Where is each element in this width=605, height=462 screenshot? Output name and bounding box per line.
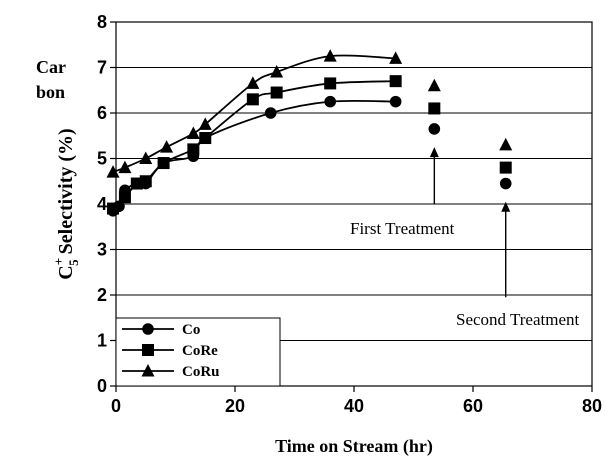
point-core-6 (199, 132, 212, 145)
annotation-second-treatment: Second Treatment (456, 310, 580, 329)
y-axis-label-main: C (55, 265, 77, 279)
series-layer (106, 49, 513, 217)
annotation-arrowhead-0 (429, 147, 439, 158)
point-co-9 (324, 95, 337, 108)
point-co-treated-1 (499, 177, 512, 190)
point-core-8 (270, 86, 283, 99)
y-tick-label-8: 8 (97, 12, 107, 32)
point-core-treated-0 (428, 102, 441, 115)
point-coru-1 (118, 160, 132, 174)
legend-label-core: CoRe (182, 343, 218, 359)
point-core-4 (157, 157, 170, 170)
point-coru-treated-0 (427, 78, 441, 92)
y-tick-label-1: 1 (97, 331, 107, 351)
point-co-treated-0 (428, 123, 441, 135)
y-tick-label-4: 4 (97, 194, 107, 214)
annotation-first-treatment: First Treatment (350, 219, 455, 238)
y-tick-label-3: 3 (97, 240, 107, 260)
point-coru-5 (198, 117, 212, 130)
y-axis-label-rest: Selectivity (%) (55, 128, 77, 259)
annotation-arrowhead-1 (501, 201, 511, 212)
point-core-1 (118, 191, 131, 204)
legend-marker-core (142, 344, 154, 356)
series-line-coru (112, 54, 396, 173)
side-label-line-1: bon (36, 82, 65, 102)
point-coru-8 (323, 49, 337, 62)
point-coru-3 (160, 140, 174, 153)
y-axis-label-sup: + (51, 258, 66, 265)
y-tick-label-6: 6 (97, 103, 107, 123)
x-tick-label-80: 80 (582, 396, 602, 416)
side-label-line-0: Car (36, 57, 66, 77)
y-axis-label: C+5 Selectivity (%) (51, 128, 81, 279)
point-coru-6 (246, 76, 260, 89)
y-tick-label-5: 5 (97, 149, 107, 169)
y-tick-label-7: 7 (97, 58, 107, 78)
point-co-8 (264, 107, 277, 119)
series-line-co (112, 99, 396, 212)
legend-label-coru: CoRu (182, 364, 220, 380)
point-core-10 (389, 75, 402, 88)
point-coru-2 (139, 151, 153, 164)
point-coru-9 (389, 51, 403, 64)
x-axis-label: Time on Stream (hr) (275, 436, 433, 457)
x-tick-label-60: 60 (463, 396, 483, 416)
y-tick-label-0: 0 (97, 376, 107, 396)
point-core-7 (246, 93, 259, 106)
x-tick-label-20: 20 (225, 396, 245, 416)
grid-layer (116, 67, 592, 341)
point-core-treated-1 (499, 161, 512, 174)
x-tick-label-40: 40 (344, 396, 364, 416)
legend-label-co: Co (182, 322, 200, 338)
point-coru-7 (270, 65, 284, 78)
point-co-10 (389, 95, 402, 108)
point-core-3 (139, 175, 152, 188)
point-coru-4 (186, 126, 200, 139)
point-core-0 (107, 202, 120, 215)
point-coru-treated-1 (499, 137, 513, 151)
x-tick-label-0: 0 (111, 396, 121, 416)
legend: Co CoRe CoRu (115, 317, 281, 387)
y-tick-label-2: 2 (97, 285, 107, 305)
point-core-9 (324, 77, 337, 90)
annotation-layer: First Treatment Second Treatment (350, 147, 580, 329)
y-axis-label-sub: 5 (66, 259, 81, 266)
legend-marker-coru (141, 364, 155, 377)
point-core-5 (187, 143, 200, 156)
label-layer: Car bon C+5 Selectivity (%) Time on Stream … (36, 57, 433, 457)
legend-marker-co (142, 323, 154, 335)
point-coru-0 (106, 165, 120, 178)
